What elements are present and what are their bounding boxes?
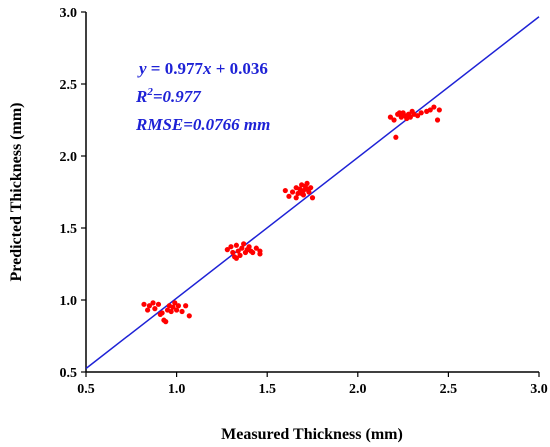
x-tick-label: 1.5 xyxy=(258,382,276,397)
data-point xyxy=(150,300,156,306)
data-point xyxy=(414,113,421,119)
data-point xyxy=(168,308,174,315)
r2-superscript: 2 xyxy=(146,86,153,98)
y-tick-label: 2.5 xyxy=(60,78,78,93)
data-point xyxy=(235,248,241,254)
data-point xyxy=(170,304,176,310)
y-tick-label: 1.5 xyxy=(60,222,78,237)
data-point xyxy=(282,187,288,194)
x-tick-label: 2.5 xyxy=(440,382,458,397)
data-point xyxy=(309,195,316,201)
plot-axes xyxy=(85,12,539,373)
data-point xyxy=(174,307,180,313)
data-point xyxy=(179,308,185,315)
data-point xyxy=(237,252,243,258)
data-point xyxy=(434,117,441,123)
y-tick-label: 3.0 xyxy=(60,6,78,21)
equation-var: x xyxy=(202,59,212,78)
data-point xyxy=(295,190,301,197)
regression-line xyxy=(85,16,540,370)
regression-line-group xyxy=(85,16,540,370)
data-point xyxy=(427,107,433,113)
data-point xyxy=(391,117,397,123)
x-tick-label: 1.0 xyxy=(168,382,186,397)
data-point xyxy=(233,255,239,261)
data-point xyxy=(431,104,437,110)
data-point xyxy=(304,180,310,186)
regression-equation: y = 0.977x + 0.036 xyxy=(137,59,268,78)
data-point xyxy=(436,107,442,113)
data-point xyxy=(175,303,182,309)
data-point xyxy=(306,189,312,195)
data-point xyxy=(250,249,256,256)
data-point xyxy=(159,310,165,316)
data-point xyxy=(152,306,158,312)
data-point xyxy=(246,244,252,250)
data-point xyxy=(299,190,305,197)
r-squared-annotation: R2=0.977 xyxy=(135,86,202,106)
data-point xyxy=(230,249,236,256)
x-tick-label: 3.0 xyxy=(530,382,548,397)
data-point xyxy=(286,193,292,199)
y-tick-label: 1.0 xyxy=(60,294,78,309)
r2-value: =0.977 xyxy=(153,87,202,106)
data-point xyxy=(257,251,263,257)
data-point xyxy=(155,301,162,307)
y-tick-label: 2.0 xyxy=(60,150,78,165)
data-point xyxy=(233,242,239,248)
data-point xyxy=(172,300,178,306)
data-point xyxy=(239,245,245,251)
rmse-annotation: RMSE=0.0766 mm xyxy=(135,115,270,134)
data-point xyxy=(418,110,424,116)
data-point xyxy=(141,301,147,307)
equation-tail: + 0.036 xyxy=(211,59,267,78)
data-point xyxy=(396,110,403,116)
axis-ticks: 0.5 1.0 1.5 2.0 2.5 3.0 0.5 1.0 1.5 2.0 2.5 3.0 xyxy=(60,6,548,397)
data-point xyxy=(186,313,192,319)
data-point xyxy=(145,307,151,313)
x-axis-title: Measured Thickness (mm) xyxy=(221,426,403,443)
x-tick-label: 2.0 xyxy=(349,382,367,397)
data-point xyxy=(293,195,299,201)
data-point xyxy=(146,303,153,309)
data-point xyxy=(253,245,259,251)
data-point xyxy=(228,244,234,250)
equation-rhs: = 0.977 xyxy=(147,59,204,78)
data-point xyxy=(224,247,230,253)
y-tick-label: 0.5 xyxy=(60,366,78,381)
data-point xyxy=(308,185,314,191)
x-tick-label: 0.5 xyxy=(77,382,95,397)
equation-lhs: y xyxy=(137,59,147,78)
data-point xyxy=(393,134,399,140)
data-point xyxy=(289,189,296,195)
data-point xyxy=(241,241,247,247)
data-point xyxy=(183,303,189,309)
data-point xyxy=(407,114,413,120)
data-point xyxy=(387,114,394,120)
data-points xyxy=(141,104,442,325)
r2-prefix: R xyxy=(135,87,147,106)
y-axis-title: Predicted Thickness (mm) xyxy=(8,103,25,282)
data-point xyxy=(163,319,169,325)
